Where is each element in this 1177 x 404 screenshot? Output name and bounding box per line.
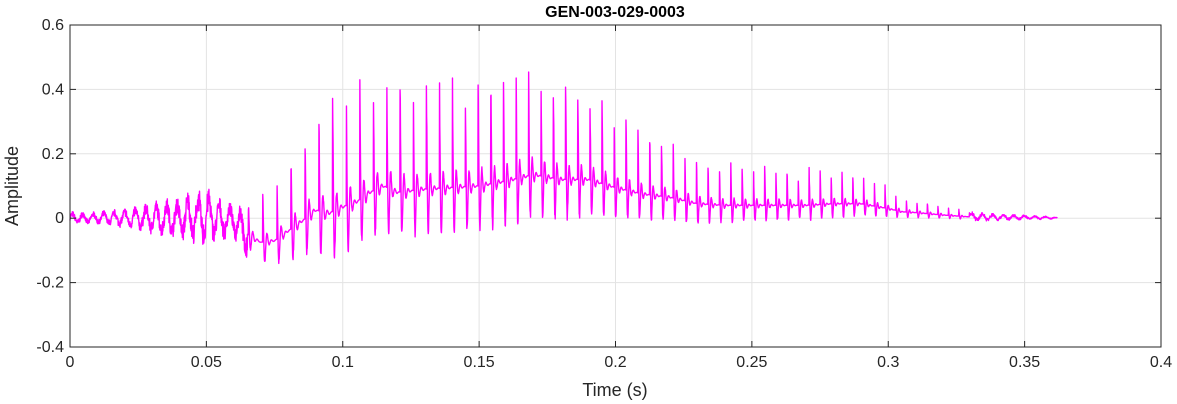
y-tick-label: -0.2 [36, 275, 64, 292]
x-tick-label: 0.1 [332, 354, 354, 371]
y-axis-label: Amplitude [2, 146, 22, 226]
tick-marks [69, 24, 1162, 348]
x-tick-label: 0.2 [604, 354, 626, 371]
x-tick-label: 0 [66, 354, 75, 371]
x-tick-labels: 0 0.05 0.1 0.15 0.2 0.25 0.3 0.35 0.4 [66, 354, 1173, 371]
y-tick-labels: -0.4 -0.2 0 0.2 0.4 0.6 [36, 17, 64, 356]
signal-line [69, 71, 1058, 265]
y-tick-label: 0.2 [42, 146, 64, 163]
x-tick-label: 0.3 [877, 354, 899, 371]
y-tick-label: -0.4 [36, 339, 64, 356]
x-tick-label: 0.15 [464, 354, 495, 371]
y-tick-label: 0 [55, 210, 64, 227]
x-tick-label: 0.25 [736, 354, 767, 371]
x-tick-label: 0.05 [191, 354, 222, 371]
x-tick-label: 0.4 [1150, 354, 1172, 371]
y-tick-label: 0.4 [42, 81, 64, 98]
x-tick-label: 0.35 [1009, 354, 1040, 371]
series-layer [69, 71, 1058, 265]
chart-title: GEN-003-029-0003 [545, 4, 685, 21]
x-axis-label: Time (s) [582, 380, 647, 400]
y-tick-label: 0.6 [42, 17, 64, 34]
